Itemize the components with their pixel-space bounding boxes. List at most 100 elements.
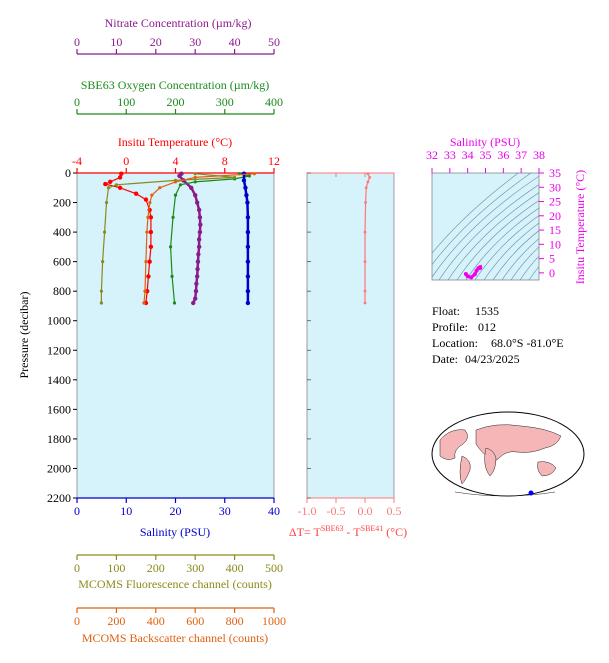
series-point-oxygen xyxy=(193,180,197,184)
series-point-nitrate xyxy=(197,229,203,235)
series-point-temperature xyxy=(148,215,154,220)
pressure-tick-label: 0 xyxy=(65,166,71,180)
series-point-salinity xyxy=(245,215,251,220)
ts-y-tick-label: 30 xyxy=(549,180,561,194)
axis-tick-label: 500 xyxy=(265,561,283,575)
delta-t-point xyxy=(366,180,370,184)
oxygen-axis: 0 100 200 300 400 xyxy=(74,95,283,115)
series-point-nitrate xyxy=(196,237,202,242)
series-point-salinity xyxy=(244,192,249,198)
backscatter-axis: 0 200 400 600 800 1000 xyxy=(74,607,286,628)
series-point-salinity xyxy=(245,244,251,250)
delta-t-point xyxy=(363,289,367,293)
axis-tick-label: 4 xyxy=(173,154,179,168)
series-point-backscatter xyxy=(146,215,150,219)
ts-point xyxy=(472,272,477,277)
series-point-oxygen xyxy=(178,183,183,187)
axis-tick-label: 0 xyxy=(74,504,80,518)
ts-y-tick-label: 10 xyxy=(549,237,561,251)
series-point-nitrate xyxy=(193,296,198,301)
ts-point xyxy=(478,266,483,271)
series-point-nitrate xyxy=(194,200,200,205)
density-contour xyxy=(501,238,539,280)
axis-tick-label: 0 xyxy=(74,561,80,575)
ts-x-tick-label: 33 xyxy=(444,148,456,162)
axis-tick-label: 400 xyxy=(265,95,283,109)
series-point-backscatter xyxy=(150,193,154,197)
series-point-temperature xyxy=(133,191,139,196)
series-point-fluorescence xyxy=(104,200,109,205)
series-point-temperature xyxy=(117,185,123,190)
fluorescence-axis-label: MCOMS Fluorescence channel (counts) xyxy=(78,577,272,591)
series-point-nitrate xyxy=(193,288,199,294)
ts-x-tick-label: 37 xyxy=(515,148,527,162)
ts-y-tick-label: 35 xyxy=(549,166,561,180)
series-point-fluorescence xyxy=(233,175,237,180)
axis-tick-label: 12 xyxy=(268,154,280,168)
density-contour xyxy=(519,255,539,280)
series-point-backscatter xyxy=(143,289,147,293)
series-point-nitrate xyxy=(197,215,203,220)
series-point-nitrate xyxy=(194,274,200,279)
series-point-nitrate xyxy=(196,244,202,250)
series-point-oxygen xyxy=(247,174,251,178)
series-point-temperature xyxy=(119,171,124,176)
series-point-backscatter xyxy=(142,301,146,305)
series-point-temperature xyxy=(147,259,152,264)
fluorescence-axis: 0 100 200 300 400 500 xyxy=(74,554,283,575)
density-contour xyxy=(528,266,539,280)
ts-x-tick-label: 35 xyxy=(480,148,492,162)
pressure-tick-label: 800 xyxy=(53,284,71,298)
delta-t-point xyxy=(364,201,367,204)
density-contour xyxy=(432,175,539,278)
series-point-nitrate xyxy=(193,192,198,198)
float-value: 1535 xyxy=(475,304,499,318)
nitrate-axis: 0 10 20 30 40 50 xyxy=(74,35,280,55)
series-line-oxygen xyxy=(169,173,250,304)
delta-t-point xyxy=(364,186,368,190)
delta-t-point xyxy=(363,260,367,264)
series-point-nitrate xyxy=(195,259,201,264)
series-point-oxygen xyxy=(170,274,174,279)
series-point-salinity xyxy=(241,178,247,183)
density-contour xyxy=(447,192,539,280)
density-contour xyxy=(483,222,539,280)
axis-tick-label: 800 xyxy=(226,614,244,628)
series-point-backscatter xyxy=(252,172,256,176)
series-point-backscatter xyxy=(148,200,152,205)
series-point-fluorescence xyxy=(102,230,107,234)
pressure-tick-label: 400 xyxy=(53,225,71,239)
pressure-tick-label: 1000 xyxy=(47,314,71,328)
axis-tick-label: 400 xyxy=(226,561,244,575)
ts-salinity-axis-label: Salinity (PSU) xyxy=(450,135,520,149)
density-contour xyxy=(456,200,539,280)
series-point-backscatter xyxy=(145,230,149,234)
series-point-fluorescence xyxy=(106,186,111,190)
density-contour xyxy=(432,173,519,254)
density-contour xyxy=(438,184,539,280)
delta-t-axis-label: ΔT= TSBE63 - TSBE41 (°C) xyxy=(289,524,407,539)
pressure-tick-label: 1800 xyxy=(47,432,71,446)
ts-x-tick-label: 36 xyxy=(497,148,509,162)
ts-x-tick-label: 32 xyxy=(426,148,438,162)
series-point-backscatter xyxy=(158,186,162,190)
axis-tick-label: 10 xyxy=(110,35,122,49)
series-point-backscatter xyxy=(144,260,148,264)
ts-y-tick-label: 20 xyxy=(549,209,561,223)
series-point-backscatter xyxy=(173,180,178,184)
axis-tick-label: 50 xyxy=(268,35,280,49)
delta-t-plot: -1.0 -0.5 0.0 0.5 xyxy=(298,172,402,518)
axis-tick-label: 0 xyxy=(74,95,80,109)
series-point-nitrate xyxy=(195,266,200,272)
axis-tick-label: 1000 xyxy=(262,614,286,628)
profile-label: Profile: xyxy=(432,320,468,334)
axis-tick-label: 20 xyxy=(170,504,182,518)
series-point-nitrate xyxy=(191,300,196,306)
axis-tick-label: 10 xyxy=(120,504,132,518)
ts-y-tick-label: 0 xyxy=(549,266,555,280)
ts-y-tick-label: 25 xyxy=(549,195,561,209)
pressure-tick-label: 1400 xyxy=(47,373,71,387)
backscatter-axis-label: MCOMS Backscatter channel (counts) xyxy=(82,631,268,645)
main-profile-plot: 0200400600800100012001400160018002000220… xyxy=(47,154,280,518)
axis-tick-label: 20 xyxy=(150,35,162,49)
